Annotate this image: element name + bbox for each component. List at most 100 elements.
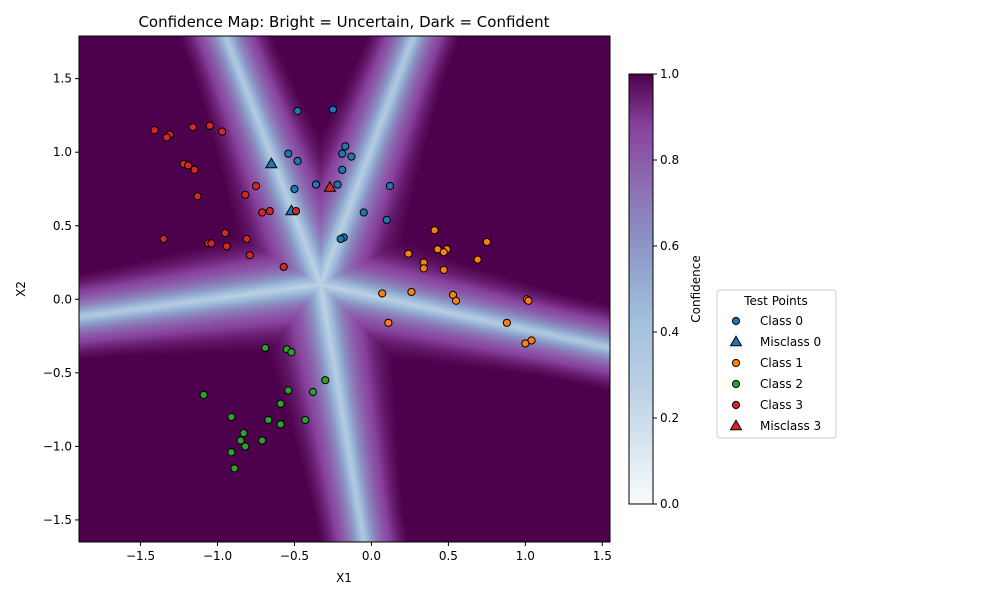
data-point <box>384 318 393 327</box>
data-point <box>150 126 159 135</box>
y-axis-label: X2 <box>14 281 28 297</box>
data-point <box>230 464 239 473</box>
colorbar-tick-label: 0.0 <box>660 497 679 511</box>
data-point <box>301 415 310 425</box>
legend-marker <box>731 379 741 389</box>
colorbar-ticks: 0.0 0.2 0.4 0.6 0.8 1.0 <box>653 67 679 511</box>
plot-area <box>78 35 611 543</box>
data-point <box>290 184 299 194</box>
legend-title: Test Points <box>743 294 808 308</box>
x-tick-label: −0.5 <box>280 549 309 563</box>
legend-label: Class 3 <box>760 398 803 412</box>
colorbar-tick-label: 0.8 <box>660 153 679 167</box>
legend-entry: Class 2 <box>731 377 803 391</box>
scatter-points <box>150 105 536 473</box>
data-point <box>502 318 511 327</box>
legend-marker <box>731 400 741 410</box>
x-tick-label: −1.5 <box>126 549 155 563</box>
data-point <box>159 234 168 244</box>
data-point <box>221 229 230 238</box>
data-point <box>227 412 236 422</box>
data-point <box>265 206 274 216</box>
y-tick-label: −1.0 <box>43 439 72 453</box>
x-tick-label: 1.0 <box>516 549 535 563</box>
data-point <box>276 399 285 408</box>
data-point <box>419 264 428 273</box>
legend-items: Class 0 Misclass 0 Class 1 Class 2 Class 3 Mi… <box>729 314 821 433</box>
x-tick-label: 0.5 <box>439 549 458 563</box>
y-tick-label: −0.5 <box>43 366 72 380</box>
data-point <box>222 242 231 251</box>
colorbar-tick-label: 0.6 <box>660 239 679 253</box>
legend-label: Misclass 3 <box>760 419 821 433</box>
data-point <box>338 165 347 174</box>
data-point <box>284 149 293 158</box>
data-point <box>264 415 273 425</box>
data-point <box>193 192 202 201</box>
data-point <box>207 239 216 248</box>
data-point <box>333 180 342 189</box>
data-point <box>407 287 416 297</box>
legend-entry: Misclass 0 <box>729 335 821 349</box>
legend-entry: Class 3 <box>731 398 803 412</box>
data-point <box>385 181 395 191</box>
data-point <box>430 226 439 235</box>
data-point <box>227 448 236 457</box>
data-point <box>184 161 193 170</box>
y-tick-label: 0.0 <box>53 292 72 306</box>
data-point <box>293 106 302 116</box>
data-point <box>258 208 267 217</box>
misclassified-point <box>265 157 278 169</box>
chart-title: Confidence Map: Bright = Uncertain, Dark… <box>138 13 549 31</box>
plot-frame <box>78 35 611 543</box>
data-point <box>239 429 248 438</box>
data-point <box>321 376 330 385</box>
data-point <box>287 348 296 357</box>
legend-marker <box>729 419 743 431</box>
data-point <box>382 215 391 224</box>
data-point <box>188 123 197 132</box>
data-point <box>205 121 214 130</box>
colorbar-gradient <box>628 73 654 505</box>
legend-entry: Class 1 <box>731 356 803 370</box>
data-point <box>291 206 301 216</box>
data-point <box>311 180 321 189</box>
data-point <box>347 152 356 161</box>
y-axis: −1.5 −1.0 −0.5 0.0 0.5 1.0 1.5 <box>43 72 79 527</box>
x-axis: −1.5 −1.0 −0.5 0.0 0.5 1.0 1.5 <box>126 542 612 563</box>
legend-label: Class 1 <box>760 356 803 370</box>
data-point <box>284 386 293 395</box>
data-point <box>218 127 227 136</box>
x-tick-label: 0.0 <box>362 549 381 563</box>
data-point <box>439 265 448 274</box>
data-point <box>199 390 208 400</box>
data-point <box>359 208 368 217</box>
y-tick-label: −1.5 <box>43 513 72 527</box>
legend-frame <box>716 289 837 439</box>
data-point <box>251 181 261 191</box>
y-tick-label: 1.0 <box>53 145 72 159</box>
data-point <box>473 255 482 264</box>
data-point <box>378 289 387 298</box>
data-point <box>308 387 318 397</box>
colorbar-tick-label: 0.2 <box>660 411 679 425</box>
data-point <box>482 237 491 247</box>
data-point <box>261 343 270 352</box>
data-point <box>162 133 171 142</box>
legend-marker <box>731 316 741 326</box>
legend-entry: Class 0 <box>731 314 803 328</box>
data-point <box>524 296 533 305</box>
legend-marker <box>729 335 743 347</box>
confidence-heatmap <box>79 36 610 542</box>
x-axis-label: X1 <box>336 571 352 585</box>
data-point <box>341 142 350 151</box>
data-point <box>258 436 267 445</box>
data-point <box>236 436 245 445</box>
data-point <box>336 234 345 244</box>
legend-entry: Misclass 3 <box>729 419 821 433</box>
data-point <box>242 234 251 244</box>
data-point <box>279 262 288 272</box>
y-tick-label: 0.5 <box>53 219 72 233</box>
